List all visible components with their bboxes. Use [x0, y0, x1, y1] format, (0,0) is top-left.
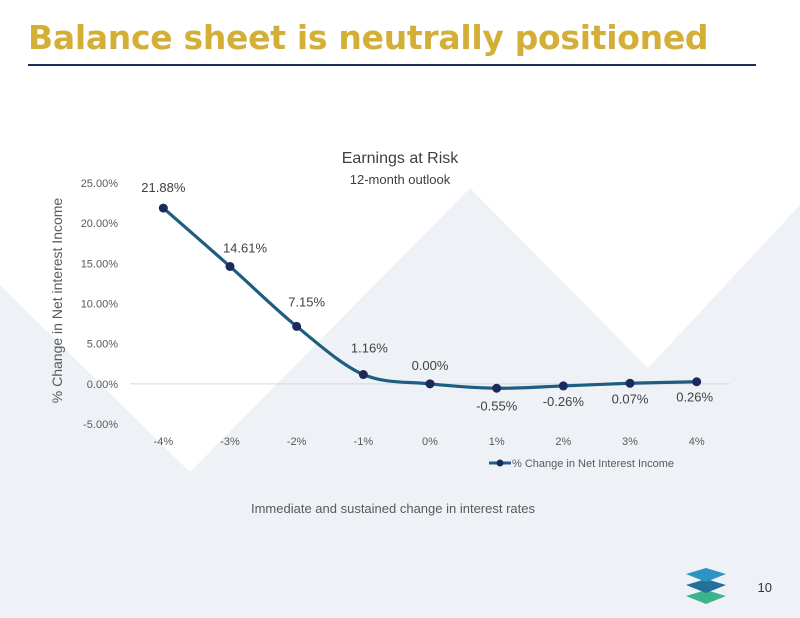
x-tick-label: -4%: [154, 436, 174, 448]
data-label: 0.07%: [612, 391, 649, 406]
title-divider: [28, 64, 756, 66]
data-point: [225, 261, 235, 271]
chart-title: Earnings at Risk: [342, 150, 459, 167]
data-point: [558, 381, 568, 391]
x-tick-label: -2%: [287, 436, 307, 448]
y-tick-label: 25.00%: [81, 178, 119, 190]
data-label: -0.55%: [476, 398, 518, 413]
data-label: 1.16%: [351, 341, 388, 356]
chart-subtitle: 12-month outlook: [350, 172, 451, 187]
data-point: [158, 203, 168, 213]
x-tick-label: -3%: [220, 436, 240, 448]
data-label: 7.15%: [288, 294, 325, 309]
data-label: 14.61%: [223, 240, 268, 255]
data-label: 0.26%: [676, 390, 713, 405]
data-label: 21.88%: [141, 180, 186, 195]
x-tick-label: 0%: [422, 436, 438, 448]
page-number: 10: [757, 580, 772, 595]
x-tick-label: 3%: [622, 436, 638, 448]
x-axis-title: Immediate and sustained change in intere…: [251, 501, 536, 516]
y-tick-label: -5.00%: [83, 419, 118, 431]
data-point: [692, 377, 702, 387]
data-label: -0.26%: [543, 394, 585, 409]
data-point: [492, 383, 502, 393]
legend-marker: [496, 459, 504, 467]
y-tick-label: 0.00%: [87, 379, 118, 391]
y-tick-label: 10.00%: [81, 299, 119, 311]
x-tick-label: 4%: [689, 436, 705, 448]
y-axis-title: % Change in Net interest Income: [49, 198, 65, 404]
y-tick-label: 15.00%: [81, 258, 119, 270]
company-logo-icon: [686, 568, 726, 604]
x-tick-label: 2%: [555, 436, 571, 448]
data-point: [358, 370, 368, 380]
data-point: [292, 321, 302, 331]
data-point: [625, 378, 635, 388]
data-point: [425, 379, 435, 389]
y-tick-label: 20.00%: [81, 218, 119, 230]
x-tick-label: -1%: [354, 436, 374, 448]
legend-label: % Change in Net Interest Income: [512, 458, 674, 470]
data-label: 0.00%: [412, 358, 449, 373]
slide-title: Balance sheet is neutrally positioned: [28, 18, 709, 57]
x-tick-label: 1%: [489, 436, 505, 448]
y-tick-label: 5.00%: [87, 339, 118, 351]
